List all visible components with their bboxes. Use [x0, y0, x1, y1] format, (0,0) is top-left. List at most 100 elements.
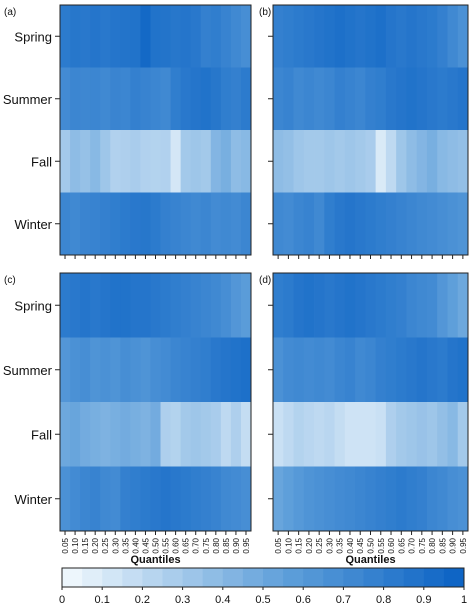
heatmap-cell — [210, 192, 222, 256]
heatmap-cell — [170, 466, 182, 532]
column-label: 0.65 — [182, 537, 191, 553]
heatmap-cell — [190, 337, 202, 403]
heatmap-cell — [385, 130, 397, 193]
colorbar-tick-label: 1 — [461, 594, 467, 606]
column-label: 0.10 — [284, 537, 293, 553]
heatmap-cell — [365, 273, 377, 338]
heatmap-cell — [293, 337, 305, 403]
heatmap-cell — [200, 192, 212, 256]
heatmap-cell — [283, 466, 294, 532]
heatmap-cell — [70, 5, 81, 68]
heatmap-cell — [130, 273, 141, 338]
heatmap-cell — [426, 402, 438, 467]
heatmap-cell — [80, 466, 91, 532]
heatmap-cell — [210, 402, 222, 467]
heatmap-cell — [324, 337, 335, 403]
heatmap-cell — [90, 273, 101, 338]
heatmap-cell — [355, 67, 366, 131]
column-label: 0.15 — [81, 537, 90, 553]
heatmap-cell — [355, 5, 366, 68]
heatmap-cell — [220, 5, 232, 68]
heatmap-cell — [90, 67, 101, 131]
heatmap-cell — [160, 402, 171, 467]
heatmap-cell — [437, 402, 448, 467]
heatmap-cell — [396, 402, 407, 467]
heatmap-cell — [457, 337, 469, 403]
heatmap-cell — [437, 67, 448, 131]
heatmap-cell — [273, 67, 284, 131]
heatmap-cell — [314, 337, 325, 403]
heatmap-cell — [365, 337, 377, 403]
column-label: 0.90 — [449, 537, 458, 553]
heatmap-cell — [283, 192, 294, 256]
colorbar-swatch — [323, 568, 344, 587]
column-label: 0.35 — [336, 537, 345, 553]
heatmap-cell — [406, 67, 418, 131]
heatmap-cell — [230, 192, 242, 256]
heatmap-cell — [283, 337, 294, 403]
heatmap-cell — [220, 466, 232, 532]
heatmap-cell — [220, 273, 232, 338]
heatmap-cell — [100, 5, 111, 68]
heatmap-cell — [303, 337, 315, 403]
heatmap-cell — [416, 130, 428, 193]
colorbar-swatch — [122, 568, 143, 587]
heatmap-cell — [140, 273, 151, 338]
heatmap-cell — [385, 273, 397, 338]
colorbar: 0 0.1 0.2 0.3 0.4 0.5 0.6 0.7 0.8 0.9 1 — [59, 567, 467, 606]
colorbar-swatch — [303, 568, 324, 587]
heatmap-cell — [140, 67, 151, 131]
heatmap-cell — [220, 337, 232, 403]
heatmap-cell — [344, 402, 356, 467]
x-axis-title: Quantiles — [130, 554, 180, 566]
heatmap-cell — [314, 402, 325, 467]
heatmap-cell — [406, 130, 418, 193]
panel-label: (c) — [4, 275, 16, 286]
heatmap-cell — [344, 192, 356, 256]
heatmap-cell — [344, 273, 356, 338]
heatmap-cell — [70, 466, 81, 532]
heatmap-cell — [416, 5, 428, 68]
heatmap-cell — [457, 402, 469, 467]
heatmap-cell — [324, 192, 335, 256]
column-label: 0.35 — [121, 537, 130, 553]
heatmap-cell — [426, 130, 438, 193]
heatmap-cell — [375, 402, 387, 467]
heatmap-cell — [220, 192, 232, 256]
heatmap-cell — [170, 67, 182, 131]
column-label: 0.60 — [172, 537, 181, 553]
column-label: 0.20 — [91, 537, 100, 553]
heatmap-cell — [344, 67, 356, 131]
heatmap-cell — [160, 67, 171, 131]
row-label: Summer — [3, 92, 53, 107]
heatmap-cell — [426, 67, 438, 131]
heatmap-cell — [120, 5, 131, 68]
heatmap-cell — [293, 466, 305, 532]
heatmap-cell — [150, 466, 161, 532]
heatmap-cell — [457, 466, 469, 532]
x-axis-title: Quantiles — [345, 554, 395, 566]
heatmap-cell — [447, 130, 459, 193]
heatmap-cell — [160, 337, 171, 403]
heatmap-cell — [324, 466, 335, 532]
heatmap-cell — [314, 273, 325, 338]
heatmap-cell — [230, 402, 242, 467]
heatmap-cell — [447, 466, 459, 532]
heatmap-cell — [396, 273, 407, 338]
heatmap-cell — [120, 130, 131, 193]
heatmap-cell — [385, 337, 397, 403]
heatmap-cell — [70, 192, 81, 256]
colorbar-swatch — [343, 568, 364, 587]
heatmap-cell — [303, 130, 315, 193]
column-label: 0.70 — [192, 537, 201, 553]
heatmap-cell — [385, 5, 397, 68]
colorbar-swatch — [102, 568, 123, 587]
heatmap-cell — [426, 192, 438, 256]
colorbar-tick-label: 0.7 — [336, 594, 351, 606]
heatmap-cell — [180, 5, 192, 68]
colorbar-swatch — [202, 568, 224, 587]
heatmap-cell — [120, 337, 131, 403]
heatmap-cell — [365, 192, 377, 256]
heatmap-cell — [90, 402, 101, 467]
heatmap-cell — [80, 5, 91, 68]
